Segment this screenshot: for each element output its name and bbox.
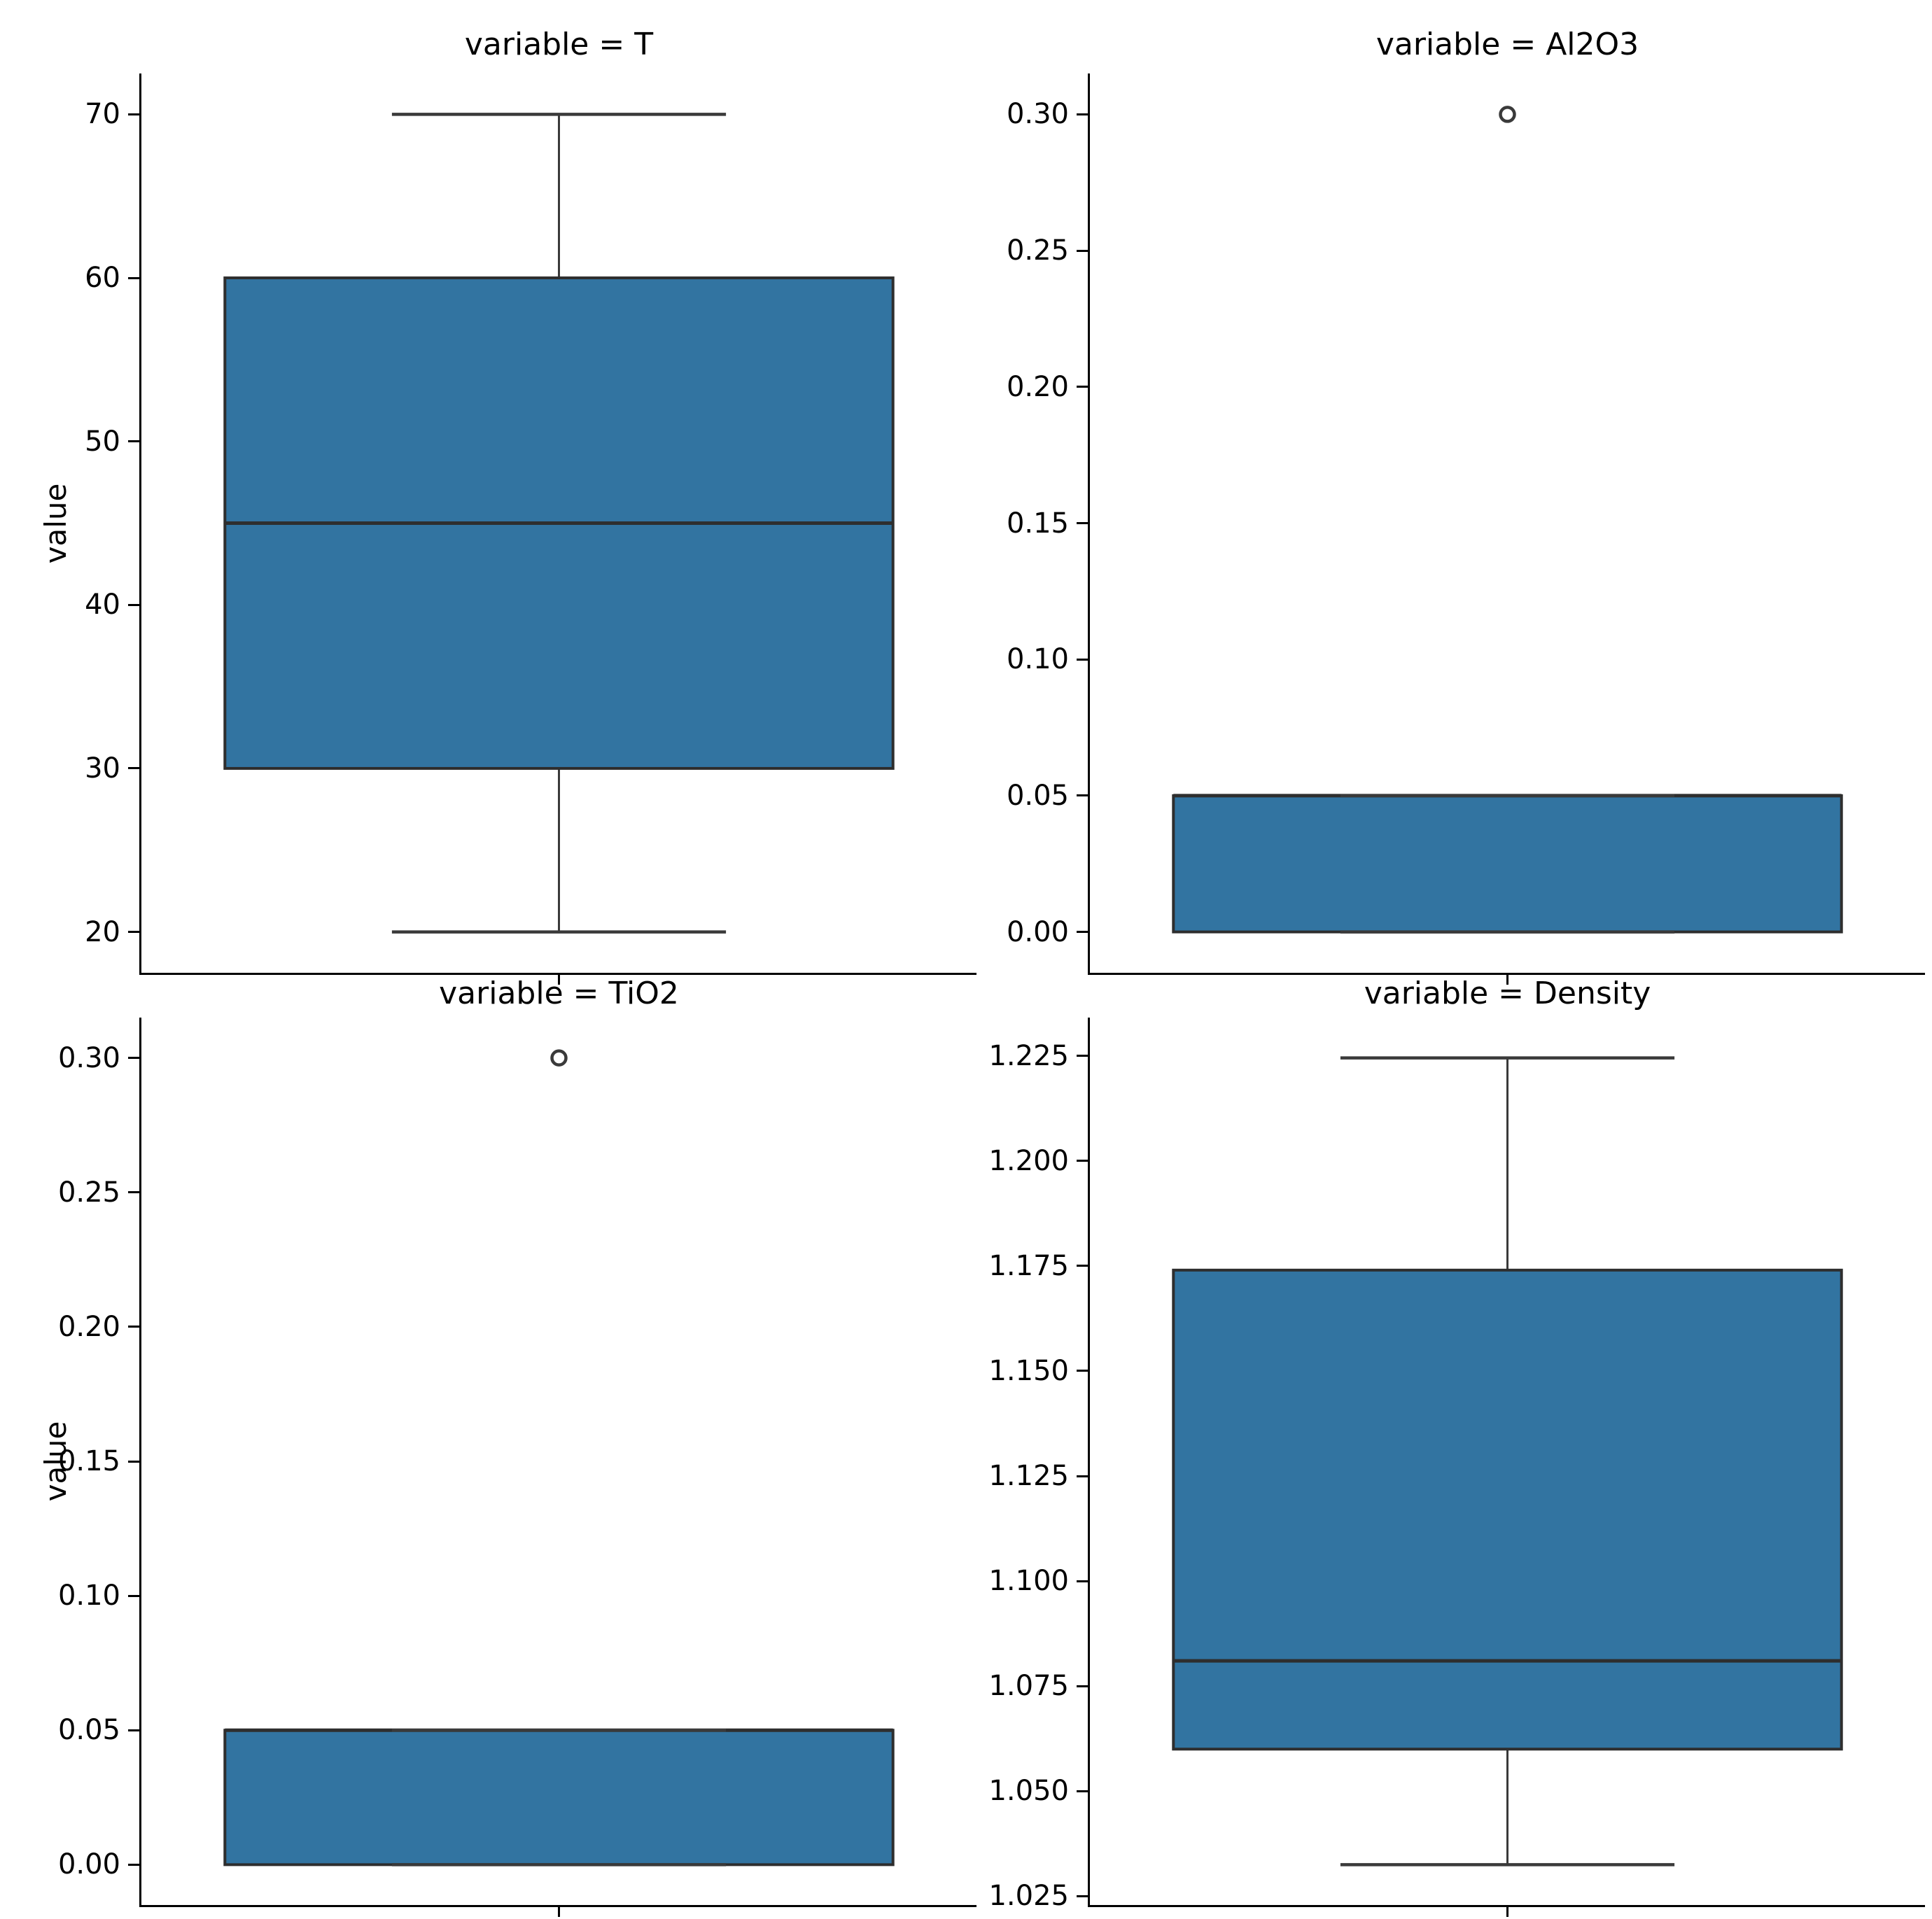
y-tick-label: 60: [85, 262, 120, 295]
y-tick-label: 0.10: [57, 1580, 120, 1612]
y-axis-spine: [1088, 1018, 1090, 1907]
y-tick-label: 0.10: [1006, 643, 1069, 676]
outlier-point: [550, 1049, 568, 1067]
y-tick-label: 1.100: [988, 1565, 1069, 1598]
y-tick-label: 1.175: [988, 1249, 1069, 1282]
boxplot-bottom-left: [223, 1049, 895, 1867]
facet-title: variable = TiO2: [439, 976, 679, 1011]
y-tick-label: 0.25: [1006, 234, 1069, 267]
outlier-point: [1499, 106, 1516, 123]
y-tick-label: 0.00: [1006, 915, 1069, 948]
y-tick-label: 50: [85, 425, 120, 458]
y-tick-mark: [128, 113, 139, 115]
y-tick-mark: [128, 276, 139, 279]
y-tick-label: 0.00: [57, 1848, 120, 1881]
y-tick-label: 1.225: [988, 1039, 1069, 1072]
x-tick-mark: [1506, 975, 1508, 985]
facet-title: variable = T: [464, 27, 654, 62]
y-tick-mark: [1077, 522, 1088, 524]
facet-title: variable = Al2O3: [1376, 27, 1639, 62]
y-tick-label: 0.05: [57, 1714, 120, 1747]
y-tick-label: 70: [85, 98, 120, 131]
y-tick-label: 1.075: [988, 1670, 1069, 1703]
x-tick-mark: [1506, 1907, 1508, 1917]
y-tick-mark: [1077, 1685, 1088, 1687]
y-tick-mark: [1077, 1055, 1088, 1057]
y-axis-spine: [1088, 73, 1090, 975]
y-axis-label: value: [38, 483, 73, 563]
y-tick-mark: [1077, 931, 1088, 934]
y-tick-mark: [128, 1460, 139, 1463]
y-axis-label: value: [38, 1421, 73, 1502]
y-tick-mark: [1077, 1370, 1088, 1372]
y-tick-mark: [128, 1729, 139, 1731]
y-axis-spine: [139, 73, 141, 975]
y-tick-label: 0.05: [1006, 779, 1069, 812]
y-tick-mark: [1077, 249, 1088, 252]
y-tick-mark: [128, 1057, 139, 1060]
y-tick-label: 0.20: [1006, 370, 1069, 403]
y-tick-mark: [128, 1594, 139, 1597]
y-tick-mark: [128, 931, 139, 934]
y-tick-label: 1.150: [988, 1354, 1069, 1387]
y-tick-label: 1.200: [988, 1144, 1069, 1177]
y-tick-mark: [128, 603, 139, 606]
iqr-box: [223, 1729, 895, 1867]
y-tick-label: 20: [85, 915, 120, 948]
y-tick-mark: [1077, 1160, 1088, 1162]
iqr-box: [1172, 794, 1843, 934]
y-tick-mark: [1077, 1265, 1088, 1267]
y-tick-mark: [1077, 113, 1088, 115]
y-tick-mark: [1077, 658, 1088, 661]
boxplot-bottom-right: [1172, 1056, 1843, 1867]
y-tick-mark: [1077, 1475, 1088, 1477]
y-tick-label: 0.20: [57, 1310, 120, 1343]
y-tick-label: 1.125: [988, 1460, 1069, 1492]
x-axis-spine: [139, 1905, 976, 1907]
y-tick-label: 1.025: [988, 1880, 1069, 1913]
y-tick-mark: [1077, 794, 1088, 797]
y-tick-mark: [128, 1326, 139, 1328]
x-axis-spine: [1088, 973, 1925, 975]
y-tick-label: 0.30: [57, 1041, 120, 1074]
y-tick-mark: [128, 1863, 139, 1866]
y-tick-label: 0.30: [1006, 98, 1069, 131]
facet-title: variable = Density: [1364, 976, 1651, 1011]
y-tick-mark: [1077, 386, 1088, 388]
x-axis-spine: [139, 973, 976, 975]
y-tick-mark: [1077, 1790, 1088, 1792]
y-tick-label: 30: [85, 752, 120, 785]
y-axis-spine: [139, 1018, 141, 1907]
y-tick-label: 1.050: [988, 1775, 1069, 1808]
x-tick-mark: [558, 1907, 560, 1917]
boxplot-top-right: [1172, 106, 1843, 934]
y-tick-mark: [128, 440, 139, 443]
boxplot-top-left: [223, 113, 895, 934]
y-tick-mark: [128, 767, 139, 770]
y-tick-label: 40: [85, 589, 120, 621]
y-tick-mark: [1077, 1580, 1088, 1582]
x-axis-spine: [1088, 1905, 1925, 1907]
iqr-box: [1172, 1268, 1843, 1751]
y-tick-mark: [1077, 1895, 1088, 1897]
y-tick-label: 0.15: [57, 1445, 120, 1477]
y-tick-mark: [128, 1191, 139, 1194]
y-tick-label: 0.25: [57, 1176, 120, 1209]
x-tick-mark: [558, 975, 560, 985]
y-tick-label: 0.15: [1006, 507, 1069, 540]
